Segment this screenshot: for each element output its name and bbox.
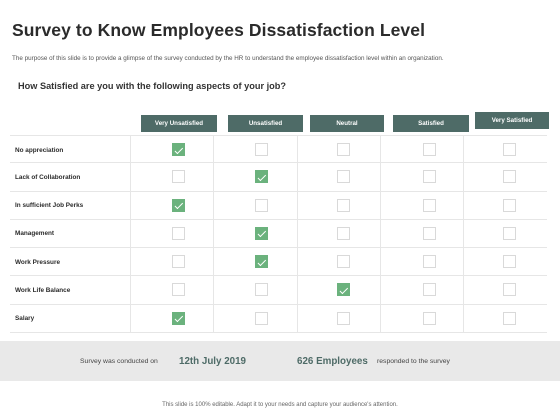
editable-note: This slide is 100% editable. Adapt it to… [162, 402, 398, 408]
checkbox[interactable] [337, 311, 350, 325]
respondent-count: 626 Employees [297, 355, 368, 367]
checked-checkbox[interactable] [172, 311, 185, 325]
survey-row-label: Management [15, 230, 55, 238]
checkbox[interactable] [337, 143, 350, 156]
slide-subtitle: The purpose of this slide is to provide … [12, 55, 444, 62]
survey-row-label: Lack of Collaboration [15, 173, 81, 181]
checkbox[interactable] [423, 283, 436, 297]
survey-row: No appreciation [10, 135, 547, 164]
survey-row: Lack of Collaboration [10, 163, 547, 192]
survey-row: Work Pressure [10, 248, 547, 277]
survey-row-label: No appreciation [15, 146, 64, 154]
survey-row-label: Work Pressure [15, 258, 60, 266]
checkbox[interactable] [503, 170, 516, 184]
survey-summary-band: Survey was conducted on 12th July 2019 6… [0, 341, 560, 381]
survey-row-label: Work Life Balance [15, 286, 71, 294]
survey-rows: No appreciation Lack of Collaboration In s… [10, 135, 547, 334]
grid-divider [463, 135, 464, 333]
checkbox[interactable] [255, 283, 268, 297]
survey-row-label: Salary [15, 315, 35, 323]
summary-suffix: responded to the survey [377, 357, 450, 365]
survey-row: In sufficient Job Perks [10, 192, 547, 220]
checkbox[interactable] [503, 255, 516, 269]
checkbox[interactable] [337, 170, 350, 184]
grid-divider [297, 135, 298, 333]
checkbox[interactable] [503, 311, 516, 325]
grid-divider [380, 135, 381, 333]
survey-row: Salary [10, 305, 547, 334]
checkbox[interactable] [172, 226, 185, 240]
checkbox[interactable] [503, 226, 516, 240]
grid-divider [130, 135, 131, 333]
checked-checkbox[interactable] [255, 226, 268, 240]
checked-checkbox[interactable] [337, 283, 350, 297]
slide-title: Survey to Know Employees Dissatisfaction… [12, 20, 426, 40]
checked-checkbox[interactable] [255, 170, 268, 184]
survey-question: How Satisfied are you with the following… [18, 81, 286, 91]
checkbox[interactable] [337, 198, 350, 212]
column-header-very-unsatisfied: Very Unsatisfied [141, 115, 217, 132]
checkbox[interactable] [172, 255, 185, 269]
checkbox[interactable] [423, 226, 436, 240]
checked-checkbox[interactable] [255, 255, 268, 269]
checkbox[interactable] [503, 198, 516, 212]
survey-row: Work Life Balance [10, 276, 547, 305]
checkbox[interactable] [503, 283, 516, 297]
checkbox[interactable] [423, 170, 436, 184]
checkbox[interactable] [255, 311, 268, 325]
column-header-very-satisfied: Very Satisfied [475, 112, 549, 129]
column-header-neutral: Neutral [310, 115, 384, 132]
checkbox[interactable] [337, 226, 350, 240]
checkbox[interactable] [172, 170, 185, 184]
checkbox[interactable] [423, 311, 436, 325]
checkbox[interactable] [255, 198, 268, 212]
summary-prefix: Survey was conducted on [80, 357, 158, 365]
checkbox[interactable] [172, 283, 185, 297]
grid-divider [213, 135, 214, 333]
survey-grid: Very Unsatisfied Unsatisfied Neutral Sat… [10, 112, 549, 334]
checkbox[interactable] [255, 143, 268, 156]
checkbox[interactable] [423, 255, 436, 269]
column-header-unsatisfied: Unsatisfied [228, 115, 303, 132]
checkbox[interactable] [423, 198, 436, 212]
checked-checkbox[interactable] [172, 143, 185, 156]
column-header-row: Very Unsatisfied Unsatisfied Neutral Sat… [10, 112, 549, 135]
survey-date: 12th July 2019 [179, 355, 246, 367]
survey-row-label: In sufficient Job Perks [15, 202, 84, 210]
checkbox[interactable] [337, 255, 350, 269]
checkbox[interactable] [423, 143, 436, 156]
column-header-satisfied: Satisfied [393, 115, 469, 132]
survey-row: Management [10, 220, 547, 249]
checked-checkbox[interactable] [172, 198, 185, 212]
checkbox[interactable] [503, 143, 516, 156]
